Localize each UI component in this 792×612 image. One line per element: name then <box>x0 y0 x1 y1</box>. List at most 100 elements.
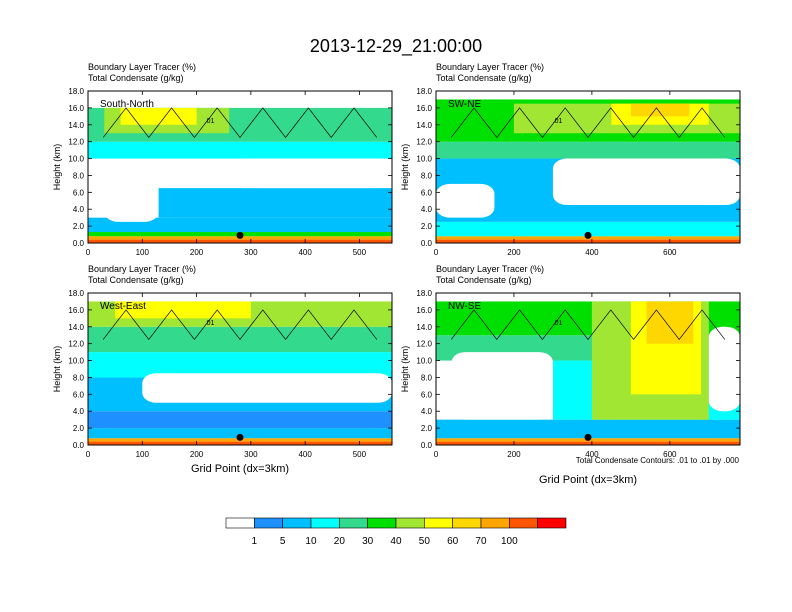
colorbar-swatch <box>254 517 283 529</box>
x-tick-label: 200 <box>190 248 204 257</box>
y-tick-label: 6.0 <box>421 188 433 197</box>
contour-label: .01 <box>205 118 215 125</box>
panel-name: West-East <box>100 301 146 312</box>
colorbar-swatch <box>395 517 425 529</box>
x-tick-label: 0 <box>434 450 439 459</box>
y-tick-label: 8.0 <box>421 171 433 180</box>
plot-area: .01 <box>88 293 392 445</box>
y-tick-label: 0.0 <box>421 441 433 450</box>
y-tick-label: 4.0 <box>73 205 85 214</box>
y-tick-label: 16.0 <box>68 104 84 113</box>
x-tick-label: 200 <box>507 248 521 257</box>
panel-name: SW-NE <box>448 99 481 110</box>
tracer-clear-region <box>451 352 553 420</box>
y-tick-label: 18.0 <box>68 87 84 96</box>
panel-sw-ne: .01 SW-NE 0.0 2.0 4.0 6.0 8.0 10.0 12.0 14.0 16.0 1… <box>400 62 741 257</box>
y-tick-label: 2.0 <box>73 222 85 231</box>
x-tick-label: 400 <box>298 248 312 257</box>
x-tick-label: 500 <box>353 248 367 257</box>
y-tick-label: 12.0 <box>416 340 432 349</box>
location-marker <box>236 433 244 441</box>
panel-south-north: .01 South-North 0.0 2.0 4.0 6.0 8.0 10.0 12.0 14.… <box>52 62 393 257</box>
colorbar-label: 5 <box>280 536 286 547</box>
tracer-band <box>88 411 392 429</box>
location-marker <box>584 433 592 441</box>
tracer-band <box>436 419 740 439</box>
y-tick-label: 8.0 <box>73 373 85 382</box>
location-marker <box>236 231 244 239</box>
colorbar-swatch <box>452 517 482 529</box>
x-tick-label: 600 <box>663 450 677 459</box>
tracer-band <box>88 428 392 439</box>
colorbar-swatch <box>509 517 538 529</box>
colorbar-label: 30 <box>362 536 374 547</box>
panel-title-condensate: Total Condensate (g/kg) <box>88 275 184 285</box>
x-tick-label: 300 <box>244 248 258 257</box>
y-tick-label: 10.0 <box>68 155 84 164</box>
tracer-clear-region <box>708 326 740 412</box>
y-tick-label: 4.0 <box>421 205 433 214</box>
panel-title-condensate: Total Condensate (g/kg) <box>436 73 532 83</box>
plot-area: .01 <box>436 293 740 445</box>
panel-name: South-North <box>100 99 154 110</box>
colorbar-swatch <box>310 517 340 529</box>
x-tick-label: 500 <box>353 450 367 459</box>
colorbar-label: 10 <box>305 536 317 547</box>
condensate-contour <box>450 107 726 139</box>
y-axis-label: Height (km) <box>52 144 62 191</box>
footnote: Total Condensate Contours: .01 to .01 by… <box>576 456 740 465</box>
contour-label: .01 <box>205 320 215 327</box>
colorbar-label: 60 <box>447 536 459 547</box>
tracer-clear-region <box>436 183 495 218</box>
y-tick-label: 14.0 <box>68 323 84 332</box>
x-tick-label: 0 <box>86 248 91 257</box>
x-tick-label: 0 <box>86 450 91 459</box>
y-tick-label: 16.0 <box>68 306 84 315</box>
x-tick-label: 300 <box>244 450 258 459</box>
tracer-band <box>158 188 392 218</box>
y-axis-label: Height (km) <box>52 346 62 393</box>
colorbar-label: 40 <box>390 536 402 547</box>
panel-title-tracer: Boundary Layer Tracer (%) <box>88 62 196 72</box>
panel-title-condensate: Total Condensate (g/kg) <box>88 73 184 83</box>
y-tick-label: 0.0 <box>421 239 433 248</box>
y-tick-label: 16.0 <box>416 306 432 315</box>
panel-title-tracer: Boundary Layer Tracer (%) <box>436 264 544 274</box>
tracer-band <box>436 239 740 243</box>
tracer-band <box>88 239 392 243</box>
y-tick-label: 6.0 <box>73 188 85 197</box>
panel-title-tracer: Boundary Layer Tracer (%) <box>88 264 196 274</box>
colorbar-swatch <box>339 517 368 529</box>
colorbar-label: 20 <box>334 536 346 547</box>
colorbar: 1 5 10 20 30 40 50 60 70 100 <box>225 517 567 547</box>
y-tick-label: 2.0 <box>421 424 433 433</box>
tracer-clear-region <box>104 175 159 222</box>
colorbar-label: 1 <box>252 536 258 547</box>
y-tick-label: 18.0 <box>68 289 84 298</box>
colorbar-label: 100 <box>501 536 518 547</box>
colorbar-swatch <box>282 517 312 529</box>
x-tick-label: 400 <box>585 248 599 257</box>
colorbar-label: 50 <box>419 536 431 547</box>
y-tick-label: 8.0 <box>421 373 433 382</box>
x-axis-label-bottom-right: Grid Point (dx=3km) <box>539 474 637 486</box>
y-tick-label: 10.0 <box>416 357 432 366</box>
y-tick-label: 12.0 <box>68 340 84 349</box>
y-tick-label: 14.0 <box>416 121 432 130</box>
y-tick-label: 12.0 <box>416 138 432 147</box>
panel-frame <box>435 292 741 446</box>
tracer-band <box>120 107 197 125</box>
y-tick-label: 14.0 <box>68 121 84 130</box>
figure-title: 2013-12-29_21:00:00 <box>310 36 482 57</box>
condensate-contour <box>450 309 726 341</box>
panel-nw-se: .01 NW-SE 0.0 2.0 4.0 6.0 8.0 10.0 12.0 14.0 16.0 1… <box>400 264 741 459</box>
y-tick-label: 12.0 <box>68 138 84 147</box>
y-tick-label: 10.0 <box>416 155 432 164</box>
x-tick-label: 400 <box>298 450 312 459</box>
y-tick-label: 0.0 <box>73 441 85 450</box>
tracer-band <box>88 141 392 159</box>
panel-frame <box>87 90 393 244</box>
y-tick-label: 8.0 <box>73 171 85 180</box>
y-tick-label: 18.0 <box>416 289 432 298</box>
